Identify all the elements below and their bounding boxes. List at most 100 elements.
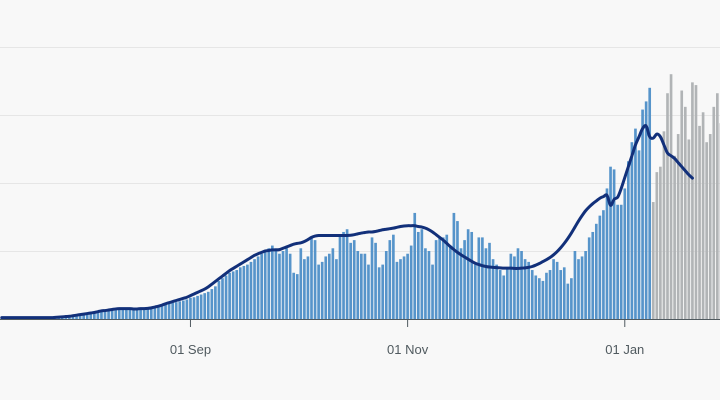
bar bbox=[580, 256, 584, 319]
bar bbox=[228, 272, 231, 319]
bar bbox=[434, 240, 438, 319]
bar bbox=[238, 267, 242, 319]
bar bbox=[192, 297, 196, 319]
bar bbox=[562, 267, 566, 319]
bar bbox=[128, 309, 132, 319]
bar bbox=[427, 251, 431, 319]
series-line-average bbox=[0, 123, 694, 320]
x-tick-label: 01 Sep bbox=[170, 342, 211, 357]
bar bbox=[516, 248, 520, 319]
bar bbox=[712, 106, 716, 319]
bar bbox=[538, 278, 541, 319]
bar bbox=[701, 112, 705, 319]
bar bbox=[100, 310, 103, 319]
bar bbox=[555, 261, 559, 319]
bar bbox=[292, 272, 296, 319]
bar bbox=[619, 204, 623, 319]
bar bbox=[491, 259, 495, 319]
bar bbox=[281, 251, 285, 319]
bar bbox=[271, 245, 274, 319]
bar bbox=[295, 274, 299, 319]
bar bbox=[716, 93, 719, 320]
bar bbox=[409, 245, 413, 319]
bar bbox=[349, 242, 352, 319]
bar bbox=[377, 267, 381, 319]
bar bbox=[416, 231, 420, 319]
bar bbox=[662, 131, 666, 319]
bar bbox=[224, 275, 228, 319]
bar bbox=[360, 253, 363, 319]
bar bbox=[317, 264, 320, 319]
bar bbox=[306, 256, 310, 319]
bar bbox=[456, 221, 459, 319]
bar bbox=[527, 261, 530, 319]
bar bbox=[445, 234, 449, 319]
bar bbox=[627, 161, 630, 319]
bar bbox=[605, 188, 609, 319]
bar bbox=[623, 188, 627, 319]
bar bbox=[477, 237, 481, 319]
bar bbox=[466, 229, 470, 319]
bar bbox=[242, 265, 246, 319]
bar bbox=[452, 212, 456, 319]
bar bbox=[132, 308, 135, 319]
bar bbox=[374, 242, 377, 319]
bar bbox=[584, 251, 587, 319]
bar bbox=[498, 270, 502, 319]
bar bbox=[189, 297, 192, 319]
bar bbox=[335, 259, 338, 319]
bar bbox=[648, 87, 652, 319]
bar bbox=[655, 172, 659, 319]
bar bbox=[206, 291, 210, 319]
bar bbox=[327, 253, 331, 319]
bar bbox=[82, 314, 85, 319]
bar bbox=[449, 245, 452, 319]
bar bbox=[694, 85, 698, 319]
bar bbox=[278, 253, 281, 319]
bar bbox=[299, 248, 303, 319]
bar bbox=[395, 261, 399, 319]
bar bbox=[85, 313, 89, 319]
bar bbox=[153, 307, 157, 319]
bar bbox=[644, 101, 648, 320]
bar bbox=[214, 286, 217, 319]
bar bbox=[691, 82, 694, 319]
bar bbox=[481, 237, 484, 319]
bar bbox=[630, 142, 634, 319]
bar bbox=[484, 248, 488, 319]
bar bbox=[651, 202, 655, 319]
bar bbox=[420, 229, 424, 319]
bar bbox=[103, 310, 107, 319]
bar bbox=[669, 74, 673, 319]
bar bbox=[384, 251, 388, 319]
bar bbox=[217, 280, 221, 319]
bar bbox=[135, 308, 139, 319]
bar bbox=[406, 253, 409, 319]
bar bbox=[178, 301, 182, 319]
chart-bars bbox=[0, 74, 720, 320]
bar bbox=[324, 256, 328, 319]
bar bbox=[573, 251, 577, 319]
bar bbox=[78, 314, 82, 319]
bar bbox=[381, 264, 385, 319]
bar bbox=[637, 150, 641, 319]
x-tick-label: 01 Jan bbox=[605, 342, 644, 357]
bar bbox=[267, 248, 271, 319]
bar bbox=[331, 248, 335, 319]
bar bbox=[577, 259, 580, 319]
bar bbox=[164, 304, 167, 319]
bar bbox=[185, 299, 189, 319]
bar bbox=[424, 248, 427, 319]
bar bbox=[676, 134, 680, 319]
bar bbox=[285, 248, 288, 319]
bar bbox=[673, 155, 676, 319]
bar bbox=[680, 90, 684, 320]
bar bbox=[413, 212, 417, 319]
bar bbox=[370, 237, 374, 319]
bar bbox=[210, 289, 214, 319]
bar bbox=[196, 295, 199, 319]
bar bbox=[89, 313, 93, 319]
bar bbox=[157, 306, 160, 319]
bar bbox=[705, 142, 708, 319]
